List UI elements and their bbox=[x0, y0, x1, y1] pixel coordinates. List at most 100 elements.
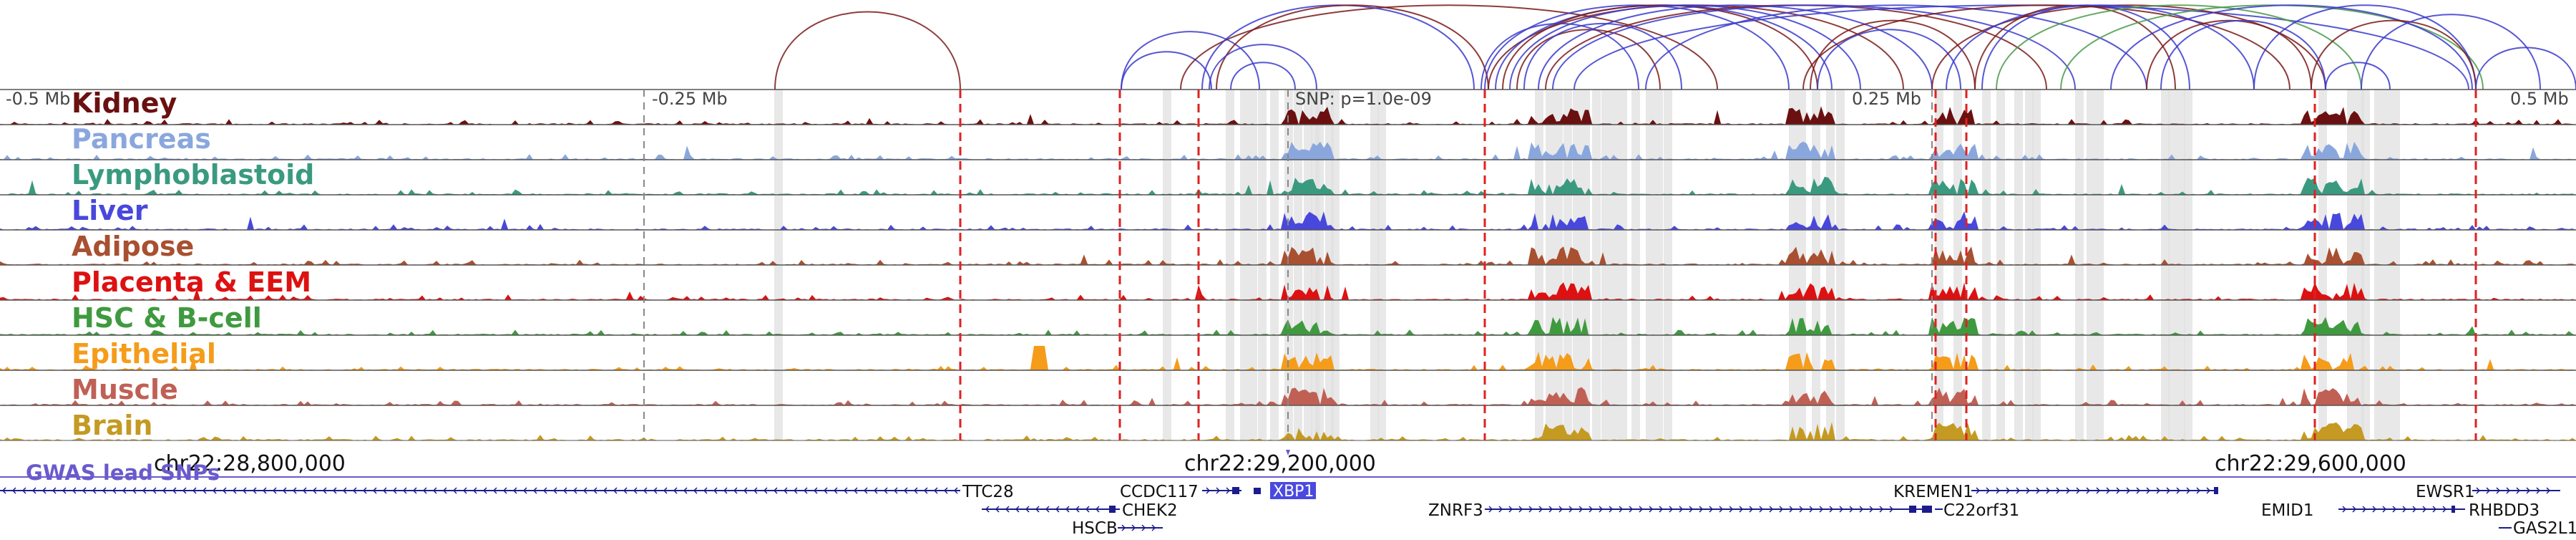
gene-kremen1-chevrons-0 bbox=[1976, 487, 1981, 494]
gene-hscb[interactable]: HSCB bbox=[1072, 519, 1163, 538]
gene-ttc28-chevrons-83 bbox=[833, 487, 838, 494]
chromatin-loop-6 bbox=[1209, 44, 1317, 90]
track-label-brain: Brain bbox=[72, 410, 152, 441]
gene-emid1-chevrons-10 bbox=[2442, 506, 2447, 513]
gene-c22orf31-label: C22orf31 bbox=[1943, 501, 2019, 520]
gene-kremen1-chevrons-20 bbox=[2176, 487, 2181, 494]
gene-ttc28[interactable]: TTC28 bbox=[0, 483, 1014, 501]
gene-ccdc117[interactable]: CCDC117 bbox=[1120, 483, 1241, 501]
gene-ewsr1-chevrons-5 bbox=[2526, 487, 2531, 494]
chromatin-loop-21 bbox=[1802, 4, 2290, 90]
gene-chek2-label: CHEK2 bbox=[1122, 501, 1178, 520]
gene-znrf3-exon-2 bbox=[1922, 506, 1932, 513]
gene-gas2l1[interactable]: GAS2L1 bbox=[2499, 519, 2576, 538]
gene-ttc28-chevrons-8 bbox=[82, 487, 87, 494]
gene-emid1[interactable]: EMID1 bbox=[2261, 501, 2465, 520]
gene-znrf3-chevrons-22 bbox=[1709, 506, 1714, 513]
gene-emid1-label: EMID1 bbox=[2261, 501, 2314, 520]
gene-rhbdd3[interactable]: RHBDD3 bbox=[2469, 501, 2540, 520]
gene-c22orf31[interactable]: C22orf31 bbox=[1935, 501, 2019, 520]
gene-ttc28-chevrons-20 bbox=[202, 487, 207, 494]
track-label-pancreas: Pancreas bbox=[72, 123, 211, 155]
gene-kremen1-chevrons-17 bbox=[2146, 487, 2151, 494]
gene-kremen1-chevrons-23 bbox=[2206, 487, 2211, 494]
gene-emid1-chevrons-9 bbox=[2432, 506, 2437, 513]
gene-ewsr1-chevrons-3 bbox=[2506, 487, 2511, 494]
gene-ttc28-chevrons-17 bbox=[172, 487, 177, 494]
gene-kremen1-chevrons-8 bbox=[2056, 487, 2061, 494]
gene-znrf3-chevrons-35 bbox=[1839, 506, 1844, 513]
ruler-label-0.25mb: 0.25 Mb bbox=[1852, 89, 1921, 109]
gene-kremen1-chevrons-21 bbox=[2186, 487, 2191, 494]
gene-chek2-chevrons-5 bbox=[1035, 506, 1040, 513]
gene-znrf3-chevrons-2 bbox=[1508, 506, 1513, 513]
genomic-coordinates: chr22:28,800,000 chr22:29,200,000 chr22:… bbox=[154, 451, 2406, 476]
gene-kremen1[interactable]: KREMEN1 bbox=[1893, 483, 2218, 501]
gene-znrf3-chevrons-28 bbox=[1769, 506, 1774, 513]
gene-ttc28-chevrons-47 bbox=[472, 487, 477, 494]
ruler-label-minus-0.25mb: -0.25 Mb bbox=[652, 89, 728, 109]
gene-ewsr1[interactable]: EWSR1 bbox=[2416, 483, 2560, 501]
gene-emid1-chevrons-7 bbox=[2412, 506, 2417, 513]
gene-ttc28-chevrons-58 bbox=[582, 487, 587, 494]
gene-xbp1-label: XBP1 bbox=[1273, 483, 1314, 501]
gene-ttc28-chevrons-33 bbox=[332, 487, 337, 494]
gene-ttc28-chevrons-88 bbox=[883, 487, 888, 494]
gene-ttc28-chevrons-81 bbox=[813, 487, 818, 494]
chromatin-loop-0 bbox=[774, 11, 961, 90]
gene-ttc28-chevrons-63 bbox=[633, 487, 638, 494]
chromatin-loop-14 bbox=[1516, 29, 1661, 90]
chromatin-loop-31 bbox=[2146, 19, 2312, 90]
gene-ttc28-chevrons-37 bbox=[372, 487, 377, 494]
gene-hscb-label: HSCB bbox=[1072, 519, 1118, 537]
coordinate-label-29.2m: chr22:29,200,000 bbox=[1184, 451, 1376, 476]
gene-xbp1[interactable]: XBP1 bbox=[1254, 482, 1316, 501]
gene-ttc28-chevrons-30 bbox=[302, 487, 307, 494]
gene-rhbdd3-label: RHBDD3 bbox=[2469, 501, 2540, 520]
gene-ttc28-chevrons-66 bbox=[663, 487, 668, 494]
gene-ttc28-chevrons-18 bbox=[182, 487, 187, 494]
gene-ttc28-chevrons-68 bbox=[683, 487, 688, 494]
gene-ttc28-chevrons-80 bbox=[803, 487, 808, 494]
gene-kremen1-chevrons-18 bbox=[2156, 487, 2161, 494]
gene-znrf3[interactable]: ZNRF3 bbox=[1428, 501, 1932, 520]
gene-znrf3-chevrons-5 bbox=[1538, 506, 1543, 513]
gene-chek2-chevrons-6 bbox=[1045, 506, 1050, 513]
track-label-liver: Liver bbox=[72, 195, 148, 226]
gene-ttc28-chevrons-84 bbox=[843, 487, 848, 494]
gene-emid1-chevrons-3 bbox=[2372, 506, 2377, 513]
gene-ttc28-chevrons bbox=[1, 487, 958, 494]
chromatin-loop-2 bbox=[1121, 31, 1260, 90]
gene-ttc28-chevrons-45 bbox=[452, 487, 457, 494]
gene-chek2-chevrons-8 bbox=[1065, 506, 1070, 513]
chromatin-loop-24 bbox=[1931, 4, 2326, 90]
gene-kremen1-label: KREMEN1 bbox=[1893, 483, 1974, 501]
gene-ttc28-chevrons-23 bbox=[232, 487, 237, 494]
gene-znrf3-chevrons-1 bbox=[1498, 506, 1503, 513]
gene-ccdc117-chevrons-0 bbox=[1206, 487, 1211, 494]
gene-ttc28-chevrons-52 bbox=[522, 487, 527, 494]
gene-ttc28-chevrons-27 bbox=[272, 487, 277, 494]
track-labels: Kidney Pancreas Lymphoblastoid Liver Adi… bbox=[72, 87, 314, 441]
chromatin-loop-15 bbox=[1523, 22, 1682, 90]
gene-ccdc117-exon bbox=[1232, 487, 1239, 494]
gene-ccdc117-chevrons bbox=[1206, 487, 1231, 494]
gene-xbp1-marker bbox=[1254, 488, 1261, 494]
gene-chek2-chevrons-2 bbox=[1005, 506, 1010, 513]
chromatin-loop-33 bbox=[2253, 4, 2477, 90]
gene-kremen1-chevrons-15 bbox=[2126, 487, 2131, 494]
gene-hscb-chevrons-3 bbox=[1151, 524, 1156, 531]
gene-chek2-chevrons-3 bbox=[1015, 506, 1020, 513]
gene-ttc28-chevrons-79 bbox=[793, 487, 798, 494]
gene-ttc28-chevrons-71 bbox=[713, 487, 718, 494]
gene-kremen1-chevrons-6 bbox=[2036, 487, 2041, 494]
chromatin-loop-22 bbox=[1810, 19, 1976, 90]
gene-ttc28-chevrons-32 bbox=[322, 487, 327, 494]
top-ruler: -0.5 Mb -0.25 Mb SNP: p=1.0e-09 0.25 Mb … bbox=[6, 89, 2569, 109]
gene-ccdc117-chevrons-1 bbox=[1216, 487, 1221, 494]
chromatin-loop-25 bbox=[1946, 4, 2255, 90]
chromatin-loop-27 bbox=[1981, 4, 2190, 90]
ruler-label-minus-0.5mb: -0.5 Mb bbox=[6, 89, 70, 109]
gene-chek2[interactable]: CHEK2 bbox=[982, 501, 1178, 520]
gene-chek2-chevrons-4 bbox=[1025, 506, 1030, 513]
